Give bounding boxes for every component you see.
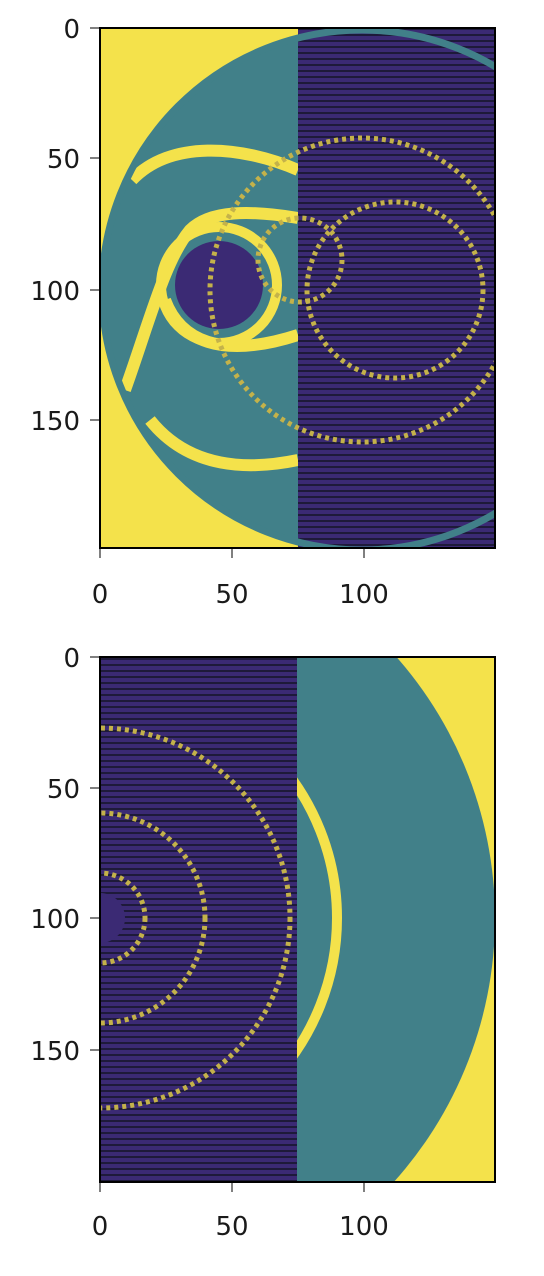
plot1-y-tick-label: 150 <box>30 407 80 437</box>
plot2-ring-inner <box>100 870 148 966</box>
plot2-ring-mid <box>100 810 208 1026</box>
plot2-left-striped-half <box>100 657 297 1182</box>
plot1-right-ring-outer <box>207 135 495 445</box>
plot1-x-tick-label: 0 <box>92 580 109 610</box>
plot1-swirl-arm-bottom <box>145 416 300 472</box>
plot1-image <box>100 28 495 548</box>
plot1-x-tick-label: 100 <box>339 580 389 610</box>
plot1-frame <box>99 27 496 549</box>
plot1-y-tick-label: 50 <box>47 145 80 175</box>
plot1-x-axis: 0 50 100 <box>92 548 389 610</box>
plot1-ring-inner <box>156 222 282 348</box>
plot2-y-axis: 0 50 100 150 <box>30 644 100 1067</box>
plot2-x-tick-label: 100 <box>339 1212 389 1242</box>
plot2-x-tick-label: 0 <box>92 1212 109 1242</box>
plot2-y-tick-label: 100 <box>30 905 80 935</box>
plot1-right-ring-outermost <box>100 28 495 548</box>
plot2-y-tick-label: 50 <box>47 775 80 805</box>
plot2-y-tick-label: 150 <box>30 1037 80 1067</box>
plot2-y-tick-label: 0 <box>63 644 80 674</box>
plot1-right-ring-big <box>304 199 486 381</box>
plot1-y-tick-label: 100 <box>30 277 80 307</box>
plot2-frame <box>99 656 496 1183</box>
heatmap-plot-2: 0 50 100 0 50 100 150 <box>30 644 496 1242</box>
plot2-x-axis: 0 50 100 <box>92 1182 389 1242</box>
plot2-core-disk <box>100 893 125 943</box>
plot1-right-ring-mid <box>255 215 345 305</box>
plot1-y-axis: 0 50 100 150 <box>30 15 100 437</box>
heatmap-plot-1: 0 50 100 0 50 100 150 <box>30 15 496 610</box>
plot2-ring-outer <box>100 676 342 1160</box>
plot1-right-striped-half <box>298 28 495 548</box>
plot1-core-disk <box>175 241 263 329</box>
plot2-image <box>100 657 495 1182</box>
plot2-x-tick-label: 50 <box>215 1212 248 1242</box>
plot2-ring-large <box>100 725 293 1111</box>
plot1-x-tick-label: 50 <box>215 580 248 610</box>
plot1-y-tick-label: 0 <box>63 15 80 45</box>
